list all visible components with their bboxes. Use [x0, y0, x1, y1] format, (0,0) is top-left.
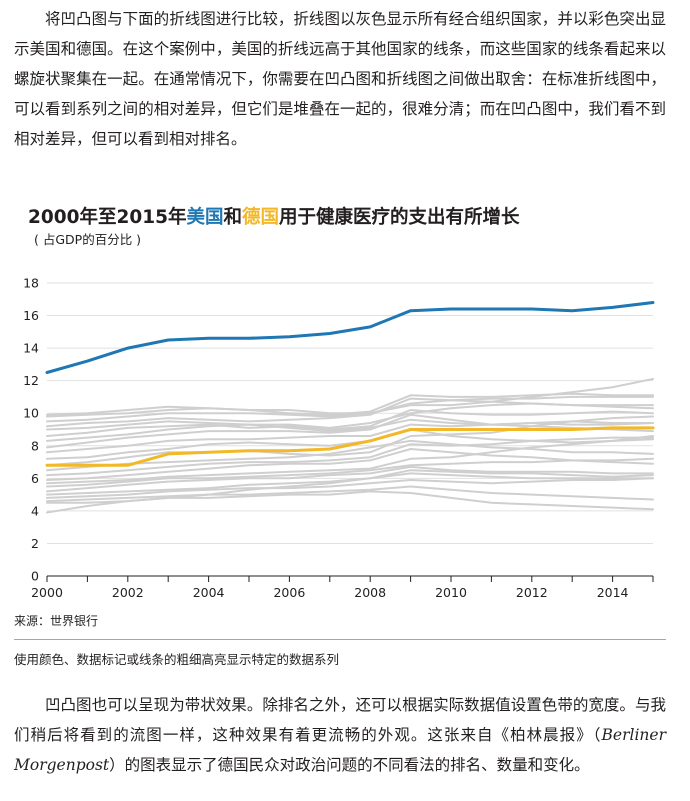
y-tick-label: 18 — [23, 276, 39, 291]
body-paragraph-part2: ）的图表显示了德国民众对政治问题的不同看法的排名、数量和变化。 — [109, 756, 590, 774]
x-tick-label: 2014 — [597, 585, 629, 600]
body-paragraph-part1: 凹凸图也可以呈现为带状效果。除排名之外，还可以根据实际数据值设置色带的宽度。与我… — [14, 696, 666, 744]
chart-source: 来源：世界银行 — [14, 614, 99, 628]
chart-title-de: 德国 — [242, 207, 280, 228]
chart-title-and: 和 — [223, 207, 243, 228]
x-tick-label: 2004 — [193, 585, 225, 600]
x-tick-label: 2010 — [435, 585, 467, 600]
chart-title-us: 美国 — [186, 207, 224, 228]
x-tick-label: 2008 — [354, 585, 386, 600]
y-tick-label: 14 — [23, 341, 39, 356]
series-line-other — [46, 409, 654, 437]
body-paragraph-italic: Berliner Morgenpost — [14, 726, 666, 774]
caption-divider — [14, 639, 666, 640]
series-line-other — [46, 418, 654, 442]
series-line-other — [46, 485, 654, 503]
chart-title-prefix: 2000年至2015年 — [28, 207, 187, 228]
x-tick-label: 2002 — [112, 585, 144, 600]
series-line-other — [46, 415, 654, 467]
series-line-other — [46, 436, 654, 477]
y-tick-label: 16 — [23, 308, 39, 323]
series-line-other — [46, 457, 654, 488]
y-tick-label: 10 — [23, 406, 39, 421]
y-tick-label: 4 — [31, 503, 39, 518]
series-line-other — [46, 469, 654, 514]
figure-caption: 使用颜色、数据标记或线条的粗细高亮显示特定的数据系列 — [14, 652, 340, 667]
x-tick-label: 2000 — [31, 585, 63, 600]
series-line-us — [45, 301, 655, 374]
chart-title: 2000年至2015年美国和德国用于健康医疗的支出有所增长 — [28, 203, 520, 229]
series-line-other — [46, 428, 654, 460]
chart-title-suffix: 用于健康医疗的支出有所增长 — [279, 207, 520, 228]
series-line-other — [46, 439, 654, 472]
x-tick-label: 2006 — [273, 585, 305, 600]
intro-paragraph: 将凹凸图与下面的折线图进行比较，折线图以灰色显示所有经合组织国家，并以彩色突出显… — [14, 10, 666, 148]
series-line-other — [46, 448, 654, 481]
y-tick-label: 12 — [23, 373, 39, 388]
series-line-other — [46, 402, 654, 431]
y-tick-label: 0 — [31, 569, 39, 584]
body-paragraph: 凹凸图也可以呈现为带状效果。除排名之外，还可以根据实际数据值设置色带的宽度。与我… — [14, 690, 666, 780]
y-tick-label: 2 — [31, 536, 39, 551]
series-line-other — [46, 435, 654, 485]
line-chart: 0 2 4 6 8 10 12 14 16 18 2000 2002 2004 2006 2008 2010 2… — [23, 276, 655, 600]
y-tick-label: 6 — [31, 471, 39, 486]
series-line-other — [46, 477, 654, 499]
chart-subtitle: ( 占GDP的百分比 ) — [34, 232, 142, 247]
y-tick-label: 8 — [31, 438, 39, 453]
series-line-other — [46, 413, 654, 449]
series-line-other — [46, 395, 654, 423]
x-tick-label: 2012 — [516, 585, 548, 600]
series-line-de — [45, 426, 655, 467]
series-line-other — [46, 378, 654, 418]
series-line-other — [46, 465, 654, 493]
